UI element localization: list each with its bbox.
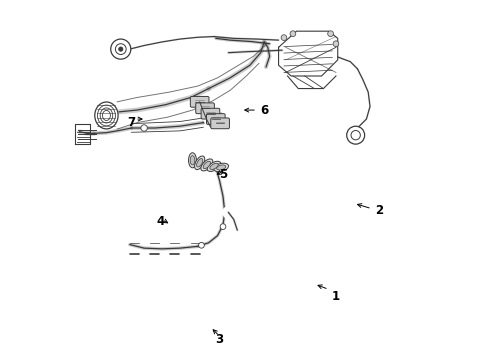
Circle shape [281,35,286,41]
Circle shape [119,47,122,51]
Text: 2: 2 [374,204,382,217]
Circle shape [327,31,333,37]
FancyBboxPatch shape [206,114,224,125]
Ellipse shape [213,163,228,172]
Ellipse shape [216,165,225,170]
FancyBboxPatch shape [201,108,219,119]
Ellipse shape [95,102,118,129]
FancyBboxPatch shape [190,96,208,107]
Text: 3: 3 [215,333,223,346]
Circle shape [141,125,147,131]
Circle shape [198,242,204,248]
Text: 6: 6 [260,104,268,117]
Ellipse shape [209,163,218,170]
Text: 5: 5 [219,168,226,181]
Circle shape [332,41,338,46]
Polygon shape [278,31,337,76]
Text: 4: 4 [156,215,164,228]
Ellipse shape [196,159,203,167]
Ellipse shape [188,153,196,168]
Polygon shape [287,76,335,89]
Text: 7: 7 [127,116,135,129]
Circle shape [346,126,364,144]
Ellipse shape [207,161,221,171]
FancyBboxPatch shape [210,118,229,129]
Circle shape [110,39,131,59]
Circle shape [289,31,295,37]
Ellipse shape [194,156,204,170]
FancyBboxPatch shape [195,103,214,114]
Ellipse shape [201,159,212,171]
Polygon shape [75,125,90,144]
Circle shape [220,224,225,229]
Ellipse shape [190,156,194,165]
Text: 1: 1 [331,290,339,303]
Ellipse shape [203,161,210,168]
